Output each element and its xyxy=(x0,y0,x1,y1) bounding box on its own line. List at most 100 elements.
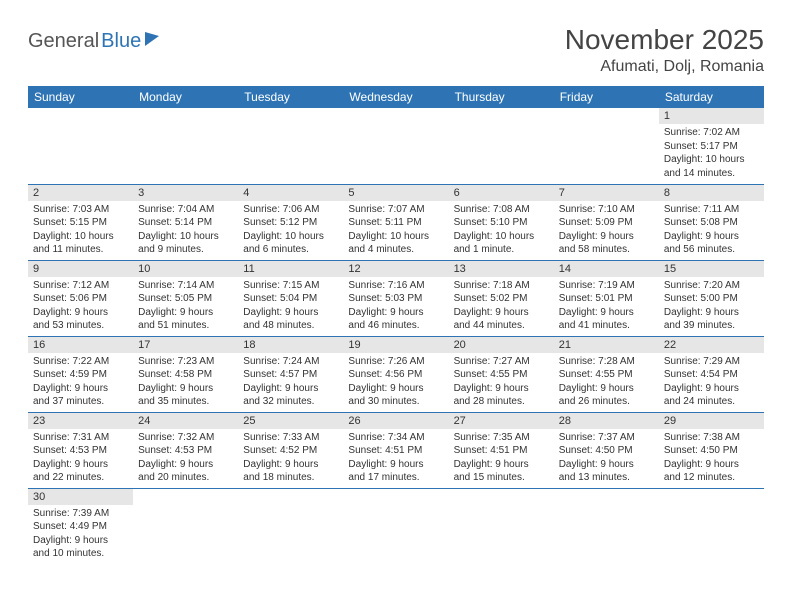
daylight-line2: and 1 minute. xyxy=(454,243,549,257)
day-number: 9 xyxy=(28,261,133,277)
sunset: Sunset: 5:17 PM xyxy=(664,140,759,154)
calendar-week-row: 9Sunrise: 7:12 AMSunset: 5:06 PMDaylight… xyxy=(28,260,764,336)
weekday-header: Wednesday xyxy=(343,86,448,108)
sunset: Sunset: 4:53 PM xyxy=(33,444,128,458)
daylight-line1: Daylight: 9 hours xyxy=(348,382,443,396)
daylight-line1: Daylight: 10 hours xyxy=(138,230,233,244)
daylight-line2: and 56 minutes. xyxy=(664,243,759,257)
sunset: Sunset: 4:56 PM xyxy=(348,368,443,382)
sunset: Sunset: 4:57 PM xyxy=(243,368,338,382)
sunrise: Sunrise: 7:23 AM xyxy=(138,355,233,369)
day-number: 1 xyxy=(659,108,764,124)
sunset: Sunset: 4:51 PM xyxy=(348,444,443,458)
day-number: 13 xyxy=(449,261,554,277)
calendar-day-cell: 10Sunrise: 7:14 AMSunset: 5:05 PMDayligh… xyxy=(133,260,238,336)
day-number: 29 xyxy=(659,413,764,429)
day-number: 14 xyxy=(554,261,659,277)
sunrise: Sunrise: 7:31 AM xyxy=(33,431,128,445)
logo-text-1: General xyxy=(28,30,99,53)
day-info: Sunrise: 7:34 AMSunset: 4:51 PMDaylight:… xyxy=(343,429,448,487)
day-number: 8 xyxy=(659,185,764,201)
sunrise: Sunrise: 7:29 AM xyxy=(664,355,759,369)
weekday-header: Thursday xyxy=(449,86,554,108)
day-info: Sunrise: 7:29 AMSunset: 4:54 PMDaylight:… xyxy=(659,353,764,411)
day-number: 21 xyxy=(554,337,659,353)
daylight-line1: Daylight: 9 hours xyxy=(664,382,759,396)
calendar-day-cell: 17Sunrise: 7:23 AMSunset: 4:58 PMDayligh… xyxy=(133,336,238,412)
calendar-day-cell xyxy=(449,108,554,184)
day-info: Sunrise: 7:04 AMSunset: 5:14 PMDaylight:… xyxy=(133,201,238,259)
daylight-line1: Daylight: 9 hours xyxy=(138,458,233,472)
day-info: Sunrise: 7:12 AMSunset: 5:06 PMDaylight:… xyxy=(28,277,133,335)
sunrise: Sunrise: 7:32 AM xyxy=(138,431,233,445)
calendar-day-cell xyxy=(554,108,659,184)
sunrise: Sunrise: 7:08 AM xyxy=(454,203,549,217)
daylight-line1: Daylight: 9 hours xyxy=(138,382,233,396)
daylight-line2: and 15 minutes. xyxy=(454,471,549,485)
weekday-header-row: Sunday Monday Tuesday Wednesday Thursday… xyxy=(28,86,764,108)
calendar-day-cell xyxy=(659,488,764,564)
calendar-day-cell: 27Sunrise: 7:35 AMSunset: 4:51 PMDayligh… xyxy=(449,412,554,488)
sunset: Sunset: 5:08 PM xyxy=(664,216,759,230)
day-info: Sunrise: 7:03 AMSunset: 5:15 PMDaylight:… xyxy=(28,201,133,259)
daylight-line1: Daylight: 10 hours xyxy=(348,230,443,244)
day-number: 24 xyxy=(133,413,238,429)
day-info: Sunrise: 7:22 AMSunset: 4:59 PMDaylight:… xyxy=(28,353,133,411)
daylight-line1: Daylight: 9 hours xyxy=(664,306,759,320)
calendar-day-cell: 25Sunrise: 7:33 AMSunset: 4:52 PMDayligh… xyxy=(238,412,343,488)
calendar-day-cell xyxy=(238,488,343,564)
day-number: 11 xyxy=(238,261,343,277)
daylight-line2: and 32 minutes. xyxy=(243,395,338,409)
daylight-line2: and 28 minutes. xyxy=(454,395,549,409)
calendar-day-cell: 4Sunrise: 7:06 AMSunset: 5:12 PMDaylight… xyxy=(238,184,343,260)
calendar-day-cell: 19Sunrise: 7:26 AMSunset: 4:56 PMDayligh… xyxy=(343,336,448,412)
day-info: Sunrise: 7:19 AMSunset: 5:01 PMDaylight:… xyxy=(554,277,659,335)
daylight-line1: Daylight: 10 hours xyxy=(243,230,338,244)
sunset: Sunset: 5:00 PM xyxy=(664,292,759,306)
daylight-line1: Daylight: 9 hours xyxy=(664,458,759,472)
sunrise: Sunrise: 7:24 AM xyxy=(243,355,338,369)
sunset: Sunset: 5:01 PM xyxy=(559,292,654,306)
calendar-day-cell: 12Sunrise: 7:16 AMSunset: 5:03 PMDayligh… xyxy=(343,260,448,336)
month-title: November 2025 xyxy=(565,24,764,56)
sunrise: Sunrise: 7:15 AM xyxy=(243,279,338,293)
daylight-line1: Daylight: 9 hours xyxy=(559,382,654,396)
sunrise: Sunrise: 7:35 AM xyxy=(454,431,549,445)
daylight-line2: and 9 minutes. xyxy=(138,243,233,257)
day-number: 6 xyxy=(449,185,554,201)
daylight-line2: and 6 minutes. xyxy=(243,243,338,257)
day-info: Sunrise: 7:35 AMSunset: 4:51 PMDaylight:… xyxy=(449,429,554,487)
sunrise: Sunrise: 7:07 AM xyxy=(348,203,443,217)
calendar-day-cell: 18Sunrise: 7:24 AMSunset: 4:57 PMDayligh… xyxy=(238,336,343,412)
calendar-week-row: 1Sunrise: 7:02 AMSunset: 5:17 PMDaylight… xyxy=(28,108,764,184)
daylight-line1: Daylight: 9 hours xyxy=(454,458,549,472)
daylight-line1: Daylight: 9 hours xyxy=(664,230,759,244)
sunrise: Sunrise: 7:18 AM xyxy=(454,279,549,293)
calendar-day-cell xyxy=(343,108,448,184)
day-number: 4 xyxy=(238,185,343,201)
day-info: Sunrise: 7:38 AMSunset: 4:50 PMDaylight:… xyxy=(659,429,764,487)
calendar-week-row: 16Sunrise: 7:22 AMSunset: 4:59 PMDayligh… xyxy=(28,336,764,412)
header: GeneralBlue November 2025 Afumati, Dolj,… xyxy=(28,24,764,76)
day-number: 23 xyxy=(28,413,133,429)
sunset: Sunset: 5:04 PM xyxy=(243,292,338,306)
daylight-line2: and 39 minutes. xyxy=(664,319,759,333)
logo: GeneralBlue xyxy=(28,24,159,53)
day-info: Sunrise: 7:28 AMSunset: 4:55 PMDaylight:… xyxy=(554,353,659,411)
sunrise: Sunrise: 7:39 AM xyxy=(33,507,128,521)
day-number: 12 xyxy=(343,261,448,277)
daylight-line1: Daylight: 10 hours xyxy=(664,153,759,167)
sunset: Sunset: 5:03 PM xyxy=(348,292,443,306)
daylight-line1: Daylight: 10 hours xyxy=(454,230,549,244)
title-block: November 2025 Afumati, Dolj, Romania xyxy=(565,24,764,76)
sunset: Sunset: 5:12 PM xyxy=(243,216,338,230)
calendar-table: Sunday Monday Tuesday Wednesday Thursday… xyxy=(28,86,764,564)
day-info: Sunrise: 7:26 AMSunset: 4:56 PMDaylight:… xyxy=(343,353,448,411)
daylight-line2: and 44 minutes. xyxy=(454,319,549,333)
day-info: Sunrise: 7:11 AMSunset: 5:08 PMDaylight:… xyxy=(659,201,764,259)
daylight-line2: and 10 minutes. xyxy=(33,547,128,561)
daylight-line2: and 35 minutes. xyxy=(138,395,233,409)
calendar-week-row: 23 Sunrise: 7:31 AMSunset: 4:53 PM Dayligh… xyxy=(28,412,764,488)
daylight-line1: Daylight: 9 hours xyxy=(243,458,338,472)
calendar-day-cell xyxy=(554,488,659,564)
